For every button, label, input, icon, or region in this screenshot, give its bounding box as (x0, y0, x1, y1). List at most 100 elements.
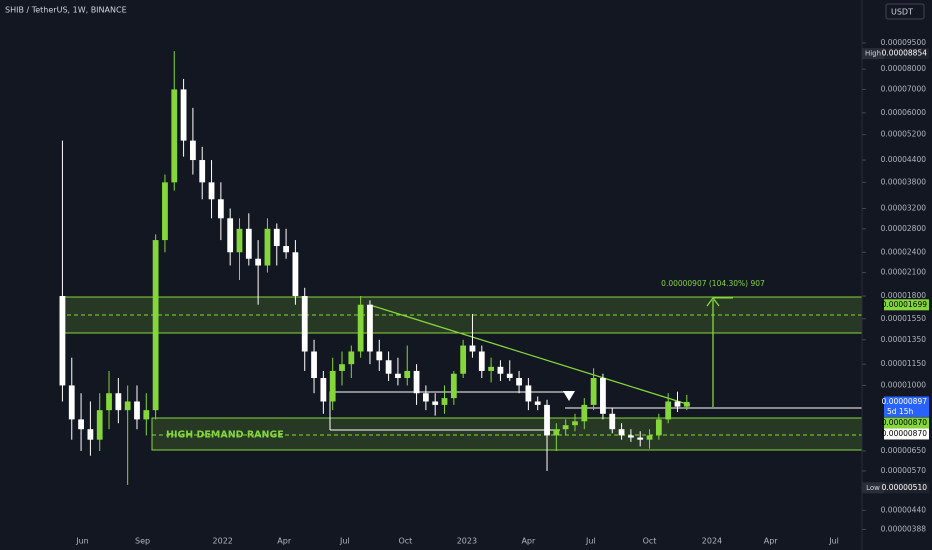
candle-body (78, 419, 84, 430)
candle-body (441, 398, 448, 405)
candle-body (134, 401, 140, 420)
candle-body (367, 304, 373, 352)
x-tick-label: Jun (75, 537, 89, 546)
x-tick-label: Apr (277, 537, 292, 546)
candle-body (460, 345, 467, 374)
zone-label: HIGH DEMAND RANGE (166, 430, 284, 441)
x-tick-label: Jul (585, 537, 596, 546)
candle-body (208, 182, 215, 200)
candle-body (646, 435, 653, 440)
x-tick-label: 2024 (702, 537, 722, 546)
x-tick-label: Jul (828, 537, 839, 546)
price-label-box (884, 482, 929, 494)
candle-body (478, 351, 485, 371)
y-tick-label: 0.00007000 (881, 84, 927, 93)
candle-body (450, 373, 457, 399)
candle-body (245, 228, 252, 259)
price-tag-box (862, 48, 884, 60)
candle-body (115, 393, 122, 411)
candle-body (581, 404, 588, 422)
price-label-box (884, 396, 929, 408)
candle-body (488, 366, 494, 371)
currency-box (885, 3, 925, 20)
candle-body (301, 296, 308, 352)
price-label: 0.00008854 (882, 49, 928, 58)
drawings (59, 296, 881, 451)
y-tick-label: 0.00009500 (881, 38, 927, 47)
candle-body (432, 401, 439, 405)
candle-body (180, 89, 187, 141)
y-tick-label: 0.00000650 (881, 446, 927, 455)
y-tick-label: 0.00001550 (881, 314, 927, 323)
x-tick-label: Oct (398, 537, 412, 546)
candle-body (590, 378, 597, 405)
candle-body (525, 385, 532, 402)
price-label-box (884, 417, 929, 429)
candle-body (292, 252, 299, 297)
candle-body (217, 199, 224, 219)
candle-body (162, 182, 168, 241)
price-tag-box (862, 482, 884, 494)
candle-body (683, 401, 690, 407)
candle-body (227, 218, 234, 253)
x-tick-label: Apr (521, 537, 536, 546)
candle-body (506, 373, 513, 379)
candle-body (600, 378, 606, 414)
candle-body (236, 228, 243, 253)
candle-body (609, 413, 616, 430)
candle-body (199, 160, 206, 183)
chart-title: SHIB / TetherUS, 1W, BINANCE (5, 6, 127, 15)
candle-body (544, 404, 550, 436)
currency: USDT (891, 8, 913, 17)
x-tick-label: Sep (135, 537, 150, 546)
candle-body (413, 370, 420, 394)
y-tick-label: 0.00001150 (881, 359, 927, 368)
candle-body (96, 410, 103, 440)
demand-zone (151, 417, 881, 451)
price-axis (862, 0, 932, 550)
price-label: 0.00001699 (882, 300, 928, 309)
candle-body (255, 258, 262, 266)
candle-body (395, 373, 401, 379)
candle-body (264, 228, 271, 266)
candle-body (497, 366, 504, 374)
y-tick-label: 0.00000570 (881, 466, 927, 475)
y-tick-label: 0.00003800 (881, 177, 927, 186)
candle-body (618, 429, 625, 436)
candle-body (190, 140, 196, 161)
axis-labels: 0.00009500 0.00008000 0.00007000 0.00006000… (75, 38, 929, 546)
countdown-box (884, 406, 929, 417)
y-tick-label: 0.00002100 (881, 268, 927, 277)
y-tick-label: 0.00000440 (881, 505, 927, 514)
candle-body (348, 351, 355, 365)
price-label: 0.00000870 (882, 418, 928, 427)
candle-body (171, 89, 178, 183)
x-tick-label: Apr (764, 537, 779, 546)
candle-body (469, 345, 476, 352)
y-tick-label: 0.00001000 (881, 380, 927, 389)
price-label-box (884, 299, 929, 311)
candle-body (637, 437, 644, 440)
candle-body (376, 351, 383, 361)
x-tick-label: Jul (339, 537, 350, 546)
candle-body (628, 435, 634, 438)
marker (563, 391, 575, 401)
candles (59, 51, 690, 485)
candle-body (143, 410, 150, 420)
candle-body (385, 360, 392, 374)
candle-body (516, 378, 522, 386)
price-label-box (884, 48, 929, 60)
y-tick-label: 0.00002400 (881, 247, 927, 256)
y-tick-label: 0.00000388 (881, 524, 927, 533)
measure-label: 0.00000907 (104.30%) 907 (661, 279, 765, 288)
price-label: 0.00000897 (882, 397, 928, 406)
price-label: 0.00000510 (882, 483, 928, 492)
y-tick-label: 0.00003200 (881, 203, 927, 212)
countdown: 5d 15h (887, 407, 913, 416)
y-tick-label: 0.00002800 (881, 224, 927, 233)
x-tick-label: Oct (643, 537, 657, 546)
candle-body (339, 364, 345, 371)
candle-body (329, 370, 336, 402)
candle-body (152, 240, 159, 411)
candle-body (665, 401, 672, 420)
